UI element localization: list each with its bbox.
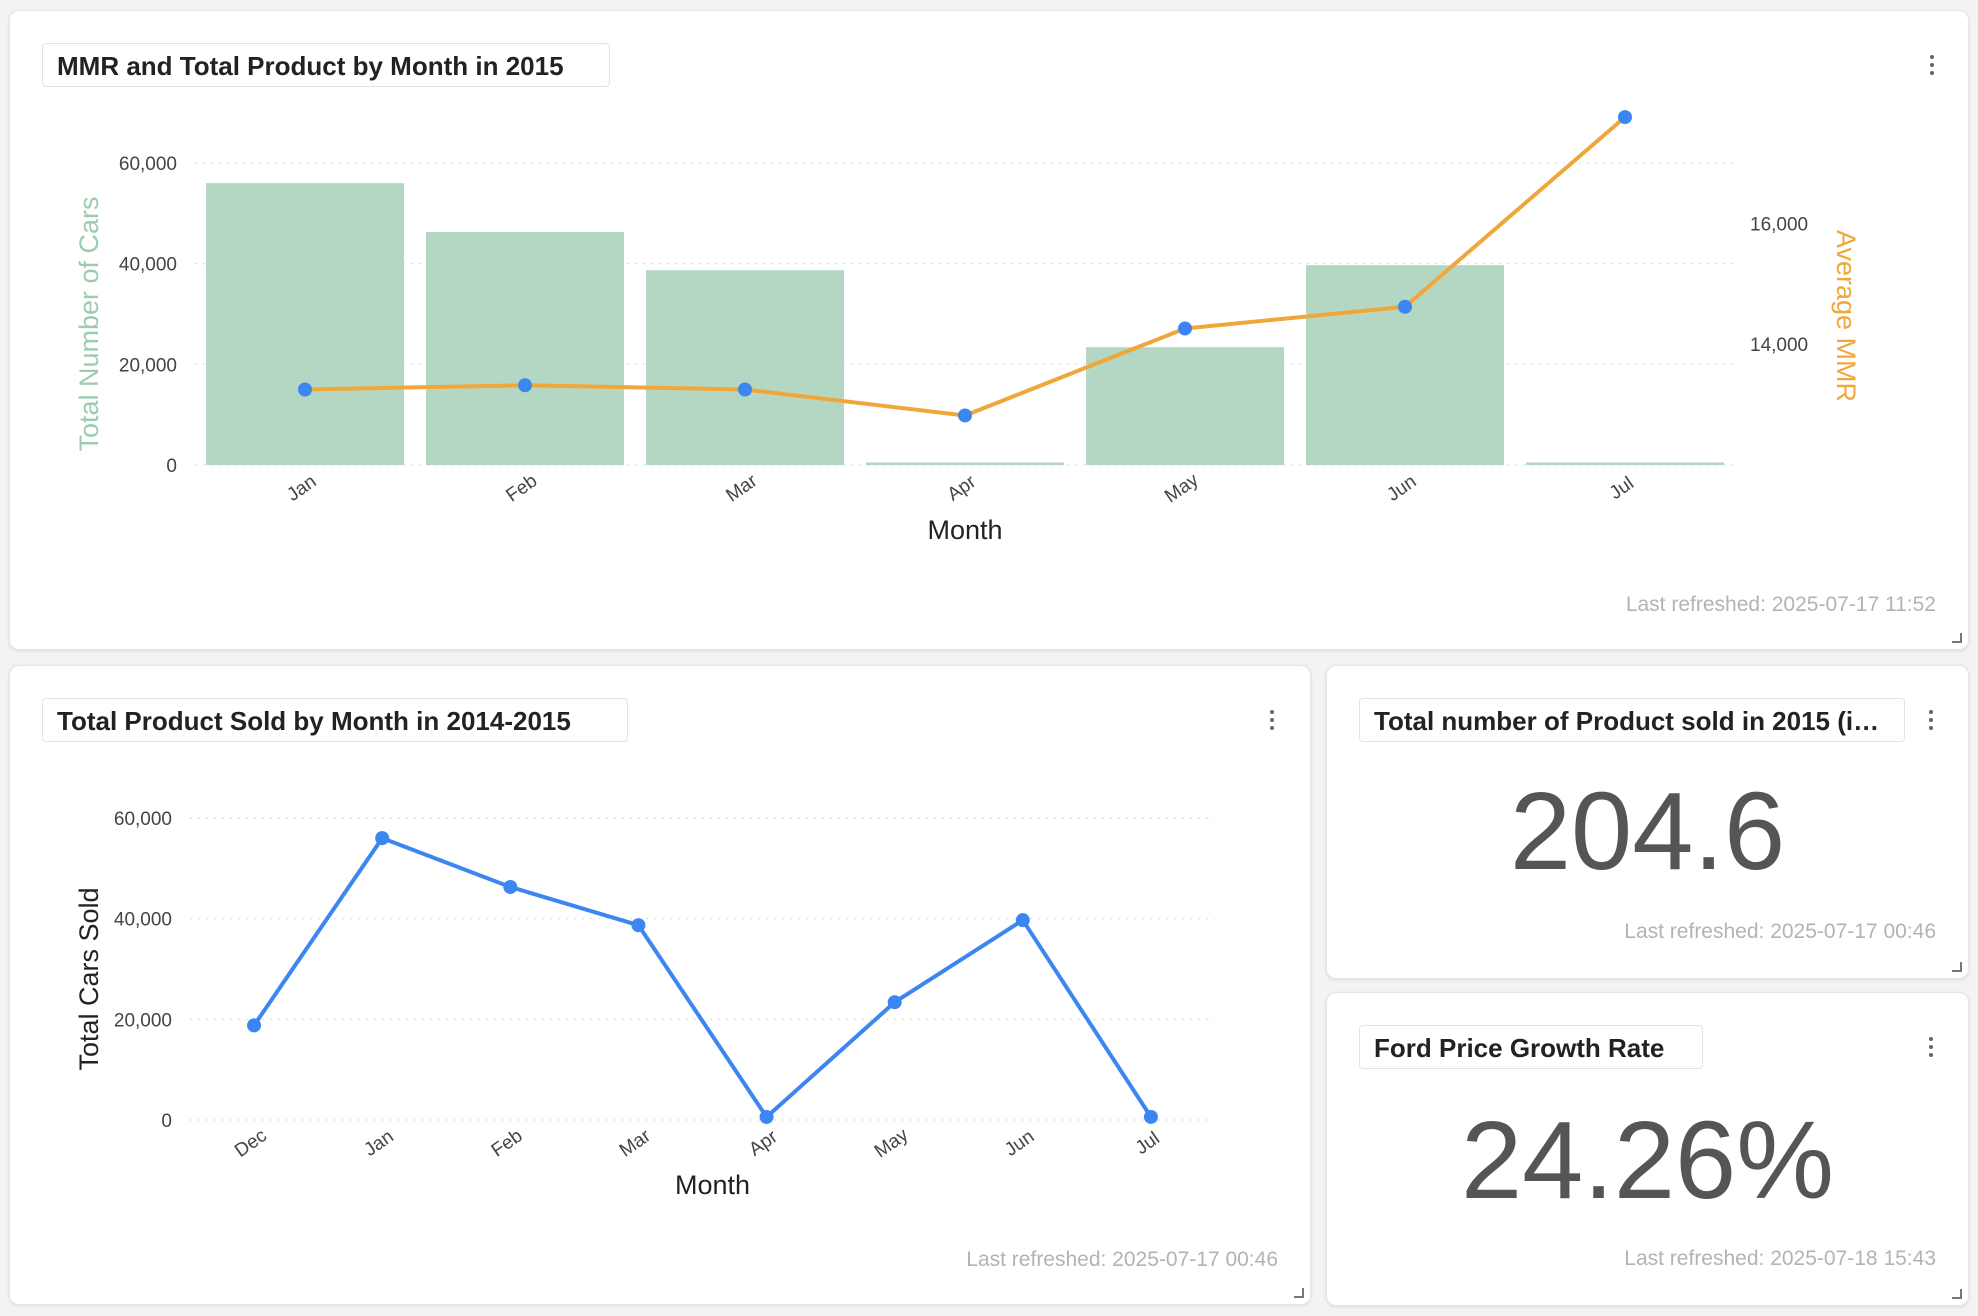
resize-handle-icon[interactable] (1952, 1289, 1962, 1299)
sold-point (375, 831, 390, 846)
bar (1526, 462, 1724, 465)
mmr-point (1178, 321, 1192, 336)
x-tick-label: May (871, 1124, 913, 1162)
x-tick-label: Feb (502, 471, 541, 507)
more-vertical-icon[interactable] (1919, 704, 1943, 736)
x-tick-label: Apr (745, 1126, 782, 1161)
mmr-total-product-card: MMR and Total Product by Month in 2015 0… (9, 10, 1969, 650)
y-tick-label: 0 (161, 1111, 172, 1132)
x-tick-label: Jan (283, 471, 320, 506)
sold-point (503, 879, 518, 894)
sold-series-line (252, 836, 1153, 1119)
card-title: Total number of Product sold in 2015 (in… (1359, 698, 1905, 742)
x-tick-label: Jun (1383, 471, 1420, 506)
sold-point (887, 995, 902, 1010)
last-refreshed: Last refreshed: 2025-07-17 00:46 (966, 1248, 1278, 1271)
product-sold-line-chart: 0 20,000 40,000 60,000 Dec Jan Feb Mar Apr May Jun… (74, 809, 1215, 1200)
bar (866, 462, 1064, 465)
card-title: Ford Price Growth Rate (1359, 1025, 1703, 1069)
y-tick-label: 0 (166, 456, 177, 477)
bar (426, 231, 624, 465)
card-title: Total Product Sold by Month in 2014-2015 (42, 698, 628, 742)
more-vertical-icon[interactable] (1919, 1031, 1943, 1063)
resize-handle-icon[interactable] (1294, 1288, 1304, 1298)
bar (1086, 347, 1284, 465)
card-title: MMR and Total Product by Month in 2015 (42, 43, 610, 87)
x-tick-label: May (1161, 469, 1203, 507)
mmr-point (738, 382, 752, 397)
mmr-point (1618, 110, 1632, 125)
y2-axis-label: Average MMR (1831, 230, 1861, 402)
mmr-point (958, 408, 972, 423)
y2-tick-label: 16,000 (1750, 214, 1808, 235)
sold-point (759, 1109, 774, 1124)
x-tick-label: Jul (1606, 473, 1638, 504)
sold-point (1143, 1109, 1158, 1124)
bar (1306, 265, 1504, 465)
y2-tick-label: 14,000 (1750, 335, 1808, 356)
total-product-value: 204.6 (1509, 770, 1786, 893)
y-tick-label: 20,000 (114, 1010, 172, 1031)
sold-point (631, 918, 646, 933)
total-product-sold-card: Total Product Sold by Month in 2014-2015… (9, 665, 1311, 1305)
more-vertical-icon[interactable] (1920, 49, 1944, 81)
resize-handle-icon[interactable] (1952, 633, 1962, 643)
x-tick-label: Jan (360, 1126, 397, 1161)
x-tick-label: Jun (1001, 1126, 1038, 1161)
x-tick-label: Mar (722, 470, 761, 506)
sold-point (1015, 913, 1030, 928)
total-product-2015-card: Total number of Product sold in 2015 (in… (1326, 665, 1969, 979)
last-refreshed: Last refreshed: 2025-07-17 00:46 (1624, 920, 1936, 943)
x-axis-label: Month (675, 1170, 750, 1200)
bar (206, 183, 404, 465)
y-tick-label: 60,000 (119, 154, 177, 175)
x-tick-label: Feb (488, 1126, 527, 1162)
y-tick-label: 60,000 (114, 809, 172, 830)
bar (646, 270, 844, 465)
mmr-point (298, 382, 312, 397)
sold-point (247, 1018, 262, 1033)
x-tick-label: Apr (944, 471, 981, 506)
x-tick-label: Mar (616, 1125, 655, 1161)
mmr-point (518, 378, 532, 393)
ford-price-growth-card: Ford Price Growth Rate 24.26% Last refre… (1326, 992, 1969, 1306)
x-axis-label: Month (927, 515, 1002, 545)
y-axis-label: Total Number of Cars (74, 196, 104, 451)
resize-handle-icon[interactable] (1952, 962, 1962, 972)
more-vertical-icon[interactable] (1260, 704, 1284, 736)
y-tick-label: 20,000 (119, 355, 177, 376)
last-refreshed: Last refreshed: 2025-07-18 15:43 (1624, 1247, 1936, 1270)
y-tick-label: 40,000 (119, 255, 177, 276)
y-tick-label: 40,000 (114, 910, 172, 931)
mmr-combo-chart: 0 20,000 40,000 60,000 14,000 16,000 Jan Feb Mar… (74, 110, 1861, 545)
x-tick-label: Dec (231, 1125, 271, 1162)
x-tick-label: Jul (1132, 1128, 1164, 1159)
last-refreshed: Last refreshed: 2025-07-17 11:52 (1625, 593, 1936, 616)
growth-rate-value: 24.26% (1460, 1099, 1835, 1222)
y-axis-label: Total Cars Sold (74, 887, 104, 1070)
mmr-point (1398, 299, 1412, 314)
